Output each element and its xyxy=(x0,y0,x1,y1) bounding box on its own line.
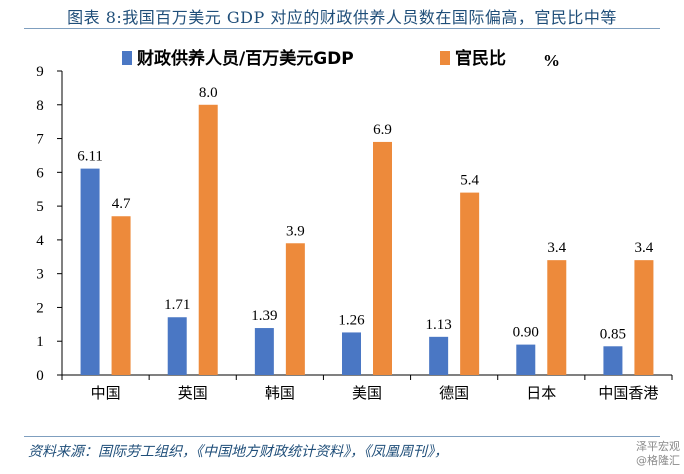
y-tick-label: 4 xyxy=(36,233,44,249)
data-label: 6.11 xyxy=(77,149,103,165)
legend-swatch xyxy=(440,51,450,65)
watermark: 泽平宏观 @格隆汇 xyxy=(540,440,680,472)
bar-staff-per-gdp xyxy=(80,168,100,375)
y-tick-label: 0 xyxy=(36,368,44,384)
bar-official-ratio xyxy=(111,216,131,375)
y-tick-label: 5 xyxy=(36,199,44,215)
legend-swatch xyxy=(122,51,132,65)
data-label: 0.85 xyxy=(600,326,626,342)
bar-staff-per-gdp xyxy=(167,317,187,375)
data-label: 3.4 xyxy=(635,240,654,256)
bar-official-ratio xyxy=(285,243,305,375)
data-label: 3.4 xyxy=(547,240,566,256)
y-tick-label: 2 xyxy=(36,300,44,316)
legend-label: 官民比 xyxy=(455,48,506,69)
data-label: 0.90 xyxy=(513,325,539,341)
x-tick-label: 美国 xyxy=(352,384,382,402)
bar-official-ratio xyxy=(373,141,392,375)
x-tick-label: 日本 xyxy=(526,384,556,402)
x-tick-label: 韩国 xyxy=(265,384,295,402)
y-tick-label: 7 xyxy=(36,132,44,148)
bar-staff-per-gdp xyxy=(603,346,623,375)
x-tick-label: 中国 xyxy=(91,384,121,402)
data-label: 1.26 xyxy=(338,312,365,328)
y-tick-label: 3 xyxy=(36,267,44,283)
data-label: 1.71 xyxy=(164,297,190,313)
bar-staff-per-gdp xyxy=(254,328,274,375)
x-tick-label: 英国 xyxy=(178,384,208,402)
data-label: 6.9 xyxy=(373,122,392,138)
data-label: 5.4 xyxy=(460,173,479,189)
figure-title: 图表 8:我国百万美元 GDP 对应的财政供养人员数在国际偏高，官民比中等 xyxy=(67,8,617,27)
data-label: 8.0 xyxy=(199,85,218,101)
source-note: 资料来源：国际劳工组织，《中国地方财政统计资料》，《凤凰周刊》， xyxy=(28,444,448,460)
y-tick-label: 6 xyxy=(36,165,44,181)
bar-staff-per-gdp xyxy=(342,332,361,375)
y-tick-label: 9 xyxy=(36,64,44,80)
bar-staff-per-gdp xyxy=(429,336,449,375)
bar-official-ratio xyxy=(634,260,654,375)
y-tick-label: 1 xyxy=(36,334,44,350)
bar-official-ratio xyxy=(460,192,480,375)
watermark-line-2: @格隆汇 xyxy=(636,454,680,467)
data-label: 4.7 xyxy=(112,196,131,212)
data-label: 1.39 xyxy=(251,308,277,324)
data-label: 3.9 xyxy=(286,223,305,239)
x-tick-label: 德国 xyxy=(439,384,469,402)
x-tick-label: 中国香港 xyxy=(598,384,658,402)
watermark-line-1: 泽平宏观 xyxy=(636,440,680,453)
title-divider xyxy=(24,28,660,29)
bar-chart: 0 1 2 3 4 5 6 7 8 9 中国 6.11 4.7 英国 1.71 8.0 韩国 1.39 3.9 美国 1… xyxy=(36,48,673,402)
data-label: 1.13 xyxy=(426,317,452,333)
legend-label: 财政供养人员/百万美元GDP xyxy=(136,48,354,69)
legend-unit: % xyxy=(543,51,560,70)
bar-staff-per-gdp xyxy=(516,344,536,375)
bar-official-ratio xyxy=(198,104,218,376)
y-tick-label: 8 xyxy=(36,98,44,114)
source-divider xyxy=(24,436,660,437)
bar-official-ratio xyxy=(547,260,567,375)
